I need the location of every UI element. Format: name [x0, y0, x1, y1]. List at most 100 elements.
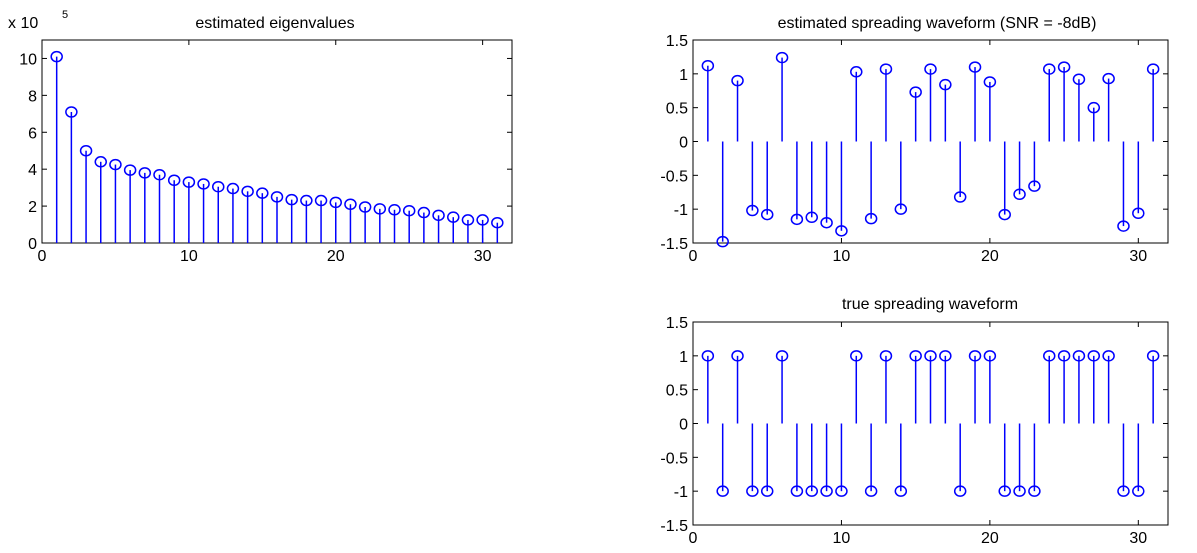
estimated-waveform-chart-title: estimated spreading waveform (SNR = -8dB… — [778, 15, 1097, 32]
y-tick-label: 1 — [679, 67, 688, 84]
estimated-waveform-ticks: 0 10 20 30 -1.5 -1 -0.5 0 0.5 1 1.5 — [660, 33, 1168, 265]
x-tick-label: 10 — [833, 248, 851, 265]
stem-marker — [1072, 350, 1086, 362]
y-tick-label: 0.5 — [666, 101, 688, 118]
eigenvalues-ticks: 0 10 20 30 0 2 4 6 8 10 — [19, 40, 512, 265]
stem-marker — [939, 78, 952, 91]
stem-marker — [760, 208, 774, 221]
stem-marker — [270, 191, 284, 203]
stem-marker — [1087, 101, 1101, 114]
x-tick-label: 20 — [981, 530, 999, 547]
stem-marker — [864, 485, 878, 497]
stem-marker — [746, 485, 759, 497]
stem-marker — [983, 76, 997, 88]
stem-marker — [879, 63, 893, 75]
stem-marker — [716, 235, 729, 248]
stem-marker — [1072, 73, 1086, 85]
x-tick-label: 20 — [327, 248, 345, 265]
y-tick-label: -1 — [674, 202, 688, 219]
stem-marker — [998, 208, 1011, 221]
stem-marker — [1028, 485, 1041, 497]
stem-marker — [790, 485, 804, 497]
stem-marker — [701, 350, 715, 362]
stem-marker — [1028, 180, 1041, 192]
stem-marker — [402, 204, 416, 217]
stem-marker — [701, 59, 715, 72]
y-multiplier-label: x 10 — [8, 15, 38, 32]
stem-marker — [1117, 485, 1130, 497]
stem-marker — [953, 485, 967, 497]
true-waveform-chart: true spreading waveform 0 10 20 30-1.5-1-0.… — [660, 296, 1169, 547]
x-tick-label: 20 — [981, 248, 999, 265]
stem-marker — [805, 485, 818, 497]
stem-marker — [850, 350, 863, 362]
x-tick-label: 0 — [689, 248, 698, 265]
y-tick-label: 10 — [19, 51, 37, 68]
y-tick-label: -1.5 — [660, 518, 688, 535]
stem-marker — [94, 156, 107, 168]
stem-marker — [476, 214, 489, 226]
stem-marker — [344, 198, 357, 210]
y-tick-label: 0.5 — [666, 383, 688, 400]
stem-marker — [968, 61, 982, 73]
stem-marker — [998, 485, 1011, 497]
stem-marker — [835, 485, 848, 497]
stem-marker — [491, 216, 504, 229]
stem-marker — [983, 350, 997, 362]
eigenvalues-chart-title: estimated eigenvalues — [195, 15, 354, 32]
y-tick-label: -1.5 — [660, 236, 688, 253]
true-waveform-ticks: 0 10 20 30 -1.5 -1 -0.5 0 0.5 1 1.5 — [660, 315, 1168, 547]
stem-marker — [79, 144, 93, 157]
stem-marker — [924, 63, 937, 75]
estimated-waveform-stems — [701, 51, 1160, 248]
y-tick-label: 1 — [679, 349, 688, 366]
stem-marker — [226, 182, 240, 195]
stem-marker — [300, 194, 313, 207]
x-tick-label: 10 — [180, 248, 198, 265]
stem-marker — [731, 350, 744, 362]
stem-marker — [1146, 350, 1160, 362]
x-tick-label: 30 — [1129, 530, 1147, 547]
stem-marker — [790, 213, 804, 226]
eigenvalues-stems — [50, 50, 504, 243]
y-tick-label: -0.5 — [660, 168, 688, 185]
stem-marker — [1043, 350, 1056, 362]
y-tick-label: 6 — [28, 125, 37, 142]
stem-marker — [1043, 63, 1056, 75]
stem-marker — [212, 180, 225, 193]
stem-marker — [760, 485, 774, 497]
y-multiplier-exponent: 5 — [62, 9, 68, 21]
stem-marker — [716, 485, 729, 497]
stem-marker — [197, 178, 210, 190]
stem-marker — [1057, 350, 1071, 362]
stem-marker — [50, 50, 63, 63]
stem-marker — [775, 350, 789, 362]
stem-marker — [241, 185, 254, 198]
stem-marker — [746, 204, 759, 217]
stem-marker — [1132, 485, 1145, 497]
stem-marker — [447, 211, 460, 223]
stem-marker — [417, 206, 431, 219]
true-waveform-stems — [701, 350, 1160, 497]
stem-marker — [864, 212, 878, 225]
stem-marker — [1102, 350, 1115, 362]
stem-marker — [1146, 63, 1160, 75]
stem-marker — [138, 167, 152, 179]
stem-marker — [909, 350, 922, 362]
stem-marker — [256, 187, 269, 199]
stem-marker — [924, 350, 937, 362]
stem-marker — [285, 193, 298, 206]
stem-marker — [953, 191, 967, 203]
stem-marker — [358, 201, 372, 213]
stem-marker — [123, 164, 137, 176]
stem-marker — [909, 86, 922, 98]
stem-marker — [1132, 207, 1145, 219]
stem-marker — [373, 203, 387, 215]
estimated-waveform-chart: estimated spreading waveform (SNR = -8dB… — [660, 15, 1169, 265]
stem-marker — [1117, 220, 1130, 232]
true-waveform-chart-title: true spreading waveform — [842, 296, 1018, 313]
stem-marker — [1057, 61, 1071, 73]
y-tick-label: 2 — [28, 199, 37, 216]
stem-marker — [1087, 350, 1101, 362]
